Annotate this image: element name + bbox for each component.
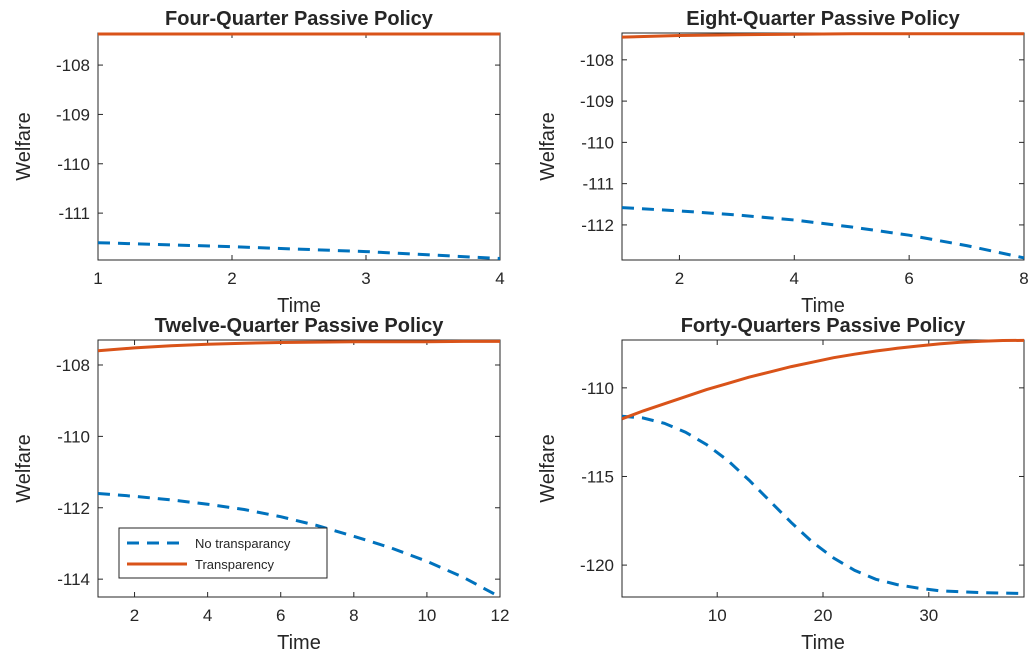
y-tick-label: -114 <box>57 570 90 589</box>
chart-title: Forty-Quarters Passive Policy <box>681 315 966 337</box>
x-axis-label: Time <box>277 295 321 317</box>
y-axis-label: Welfare <box>13 112 35 181</box>
x-tick-label: 2 <box>675 269 684 288</box>
y-tick-label: -112 <box>57 499 90 518</box>
y-axis-label: Welfare <box>537 434 559 503</box>
x-tick-label: 2 <box>130 606 139 625</box>
y-tick-label: -111 <box>58 204 90 223</box>
y-tick-label: -110 <box>57 427 90 446</box>
y-tick-label: -110 <box>581 133 614 152</box>
x-tick-label: 1 <box>93 269 102 288</box>
plot-frame <box>97 32 501 261</box>
chart-title: Twelve-Quarter Passive Policy <box>155 315 445 337</box>
x-tick-label: 8 <box>1019 269 1028 288</box>
series-line-transparency <box>622 338 1024 421</box>
x-tick-label: 8 <box>349 606 358 625</box>
x-axis-label: Time <box>277 632 321 654</box>
x-tick-label: 6 <box>276 606 285 625</box>
y-tick-label: -108 <box>56 56 90 75</box>
x-tick-label: 12 <box>491 606 510 625</box>
chart-panel-4: 10 20 30 -120 -115 -110 Forty-Quarters Passive… <box>537 315 1025 654</box>
plot-frame <box>621 339 1025 598</box>
legend-label: No transparancy <box>195 536 291 551</box>
series-line-no-transparency <box>98 241 500 260</box>
series-line-no-transparency <box>98 492 500 599</box>
legend-label: Transparency <box>195 557 274 572</box>
x-tick-label: 4 <box>495 269 504 288</box>
x-tick-label: 10 <box>417 606 436 625</box>
chart-panel-2: 2 4 6 8 -112 -111 -110 -109 -108 Eight-Quarter Pa… <box>537 8 1029 317</box>
x-tick-label: 4 <box>203 606 212 625</box>
y-tick-label: -111 <box>582 175 614 194</box>
chart-title: Four-Quarter Passive Policy <box>165 8 434 30</box>
series-line-no-transparency <box>622 206 1024 260</box>
y-tick-label: -120 <box>580 556 614 575</box>
y-tick-label: -110 <box>57 155 90 174</box>
chart-panel-1: 1 2 3 4 -111 -110 -109 -108 Four-Quarter Passive… <box>13 8 505 317</box>
plot-frame <box>97 339 501 598</box>
y-axis-label: Welfare <box>13 434 35 503</box>
series-line-no-transparency <box>622 414 1024 595</box>
x-tick-label: 3 <box>361 269 370 288</box>
plot-frame <box>621 32 1025 261</box>
x-tick-label: 30 <box>919 606 938 625</box>
y-tick-label: -112 <box>581 216 614 235</box>
y-tick-label: -108 <box>56 356 90 375</box>
series-line-transparency <box>622 32 1024 39</box>
x-tick-label: 20 <box>814 606 833 625</box>
y-tick-label: -108 <box>580 51 614 70</box>
x-axis-label: Time <box>801 632 845 654</box>
y-tick-label: -109 <box>580 92 614 111</box>
x-tick-label: 6 <box>904 269 913 288</box>
x-axis-label: Time <box>801 295 845 317</box>
chart-panel-3: 2 4 6 8 10 12 -114 -112 -110 -108 Twelve-Quarter P… <box>13 315 509 654</box>
chart-title: Eight-Quarter Passive Policy <box>686 8 960 30</box>
series-line-transparency <box>98 339 500 353</box>
y-axis-label: Welfare <box>537 112 559 181</box>
legend-box <box>118 527 328 579</box>
legend: No transparancy Transparency <box>118 527 328 579</box>
x-tick-label: 10 <box>708 606 727 625</box>
x-tick-label: 2 <box>227 269 236 288</box>
y-tick-label: -115 <box>581 467 614 486</box>
x-tick-label: 4 <box>790 269 799 288</box>
y-tick-label: -110 <box>581 379 614 398</box>
y-tick-label: -109 <box>56 105 90 124</box>
